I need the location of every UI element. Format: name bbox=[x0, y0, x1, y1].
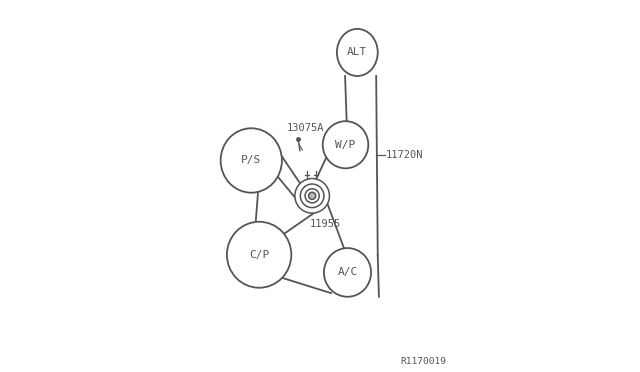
Circle shape bbox=[305, 189, 319, 203]
Ellipse shape bbox=[227, 222, 291, 288]
Ellipse shape bbox=[221, 128, 282, 193]
Text: ALT: ALT bbox=[347, 48, 367, 57]
Text: C/P: C/P bbox=[249, 250, 269, 260]
Text: R1170019: R1170019 bbox=[401, 357, 447, 366]
Text: W/P: W/P bbox=[335, 140, 356, 150]
Text: 11955: 11955 bbox=[309, 219, 340, 230]
Text: A/C: A/C bbox=[337, 267, 358, 278]
Text: 11720N: 11720N bbox=[385, 150, 423, 160]
Circle shape bbox=[308, 192, 316, 199]
Ellipse shape bbox=[324, 248, 371, 297]
Text: 13075A: 13075A bbox=[287, 123, 324, 133]
Circle shape bbox=[295, 179, 330, 213]
Ellipse shape bbox=[323, 121, 368, 168]
Text: P/S: P/S bbox=[241, 155, 261, 166]
Circle shape bbox=[300, 184, 324, 208]
Ellipse shape bbox=[337, 29, 378, 76]
